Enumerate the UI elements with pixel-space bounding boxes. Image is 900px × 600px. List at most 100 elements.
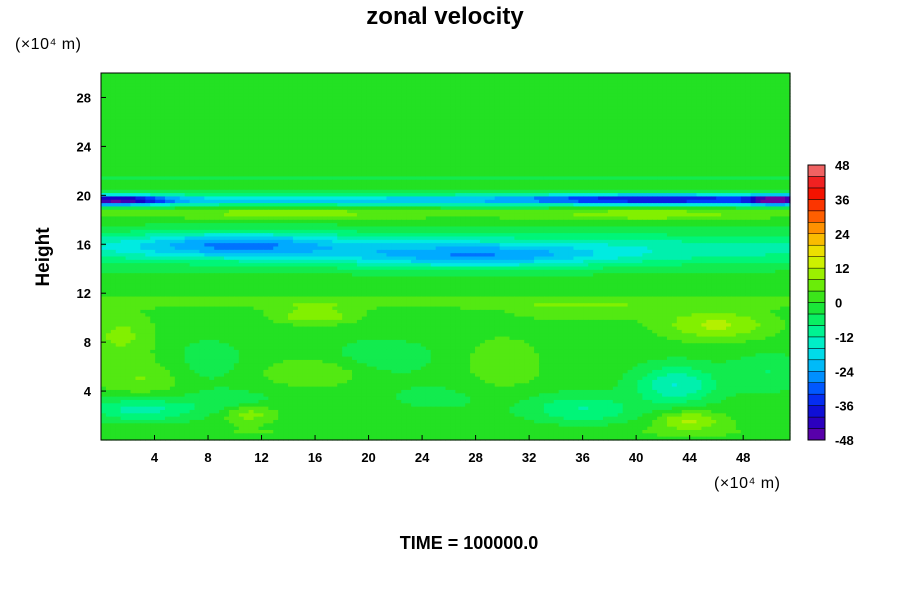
heatmap-cell: [317, 136, 324, 141]
heatmap-cell: [258, 189, 265, 194]
heatmap-cell: [115, 169, 122, 174]
heatmap-cell: [539, 166, 545, 171]
heatmap-cell: [785, 166, 791, 171]
heatmap-cell: [184, 139, 191, 144]
heatmap-cell: [430, 99, 437, 104]
heatmap-cell: [214, 163, 220, 168]
heatmap-cell: [617, 146, 624, 151]
heatmap-cell: [347, 99, 353, 104]
heatmap-cell: [666, 116, 673, 121]
heatmap-cell: [711, 96, 717, 101]
heatmap-cell: [258, 149, 265, 154]
heatmap-cell: [366, 176, 373, 181]
heatmap-cell: [273, 96, 279, 101]
heatmap-cell: [750, 109, 757, 114]
heatmap-cell: [602, 136, 609, 141]
heatmap-cell: [494, 103, 501, 107]
heatmap-cell: [214, 153, 220, 158]
heatmap-cell: [750, 73, 757, 77]
heatmap-cell: [115, 89, 122, 94]
heatmap-cell: [553, 169, 560, 174]
heatmap-cell: [573, 159, 579, 164]
heatmap-cell: [125, 119, 132, 124]
heatmap-cell: [553, 183, 560, 188]
heatmap-cell: [534, 133, 540, 137]
heatmap-cell: [716, 93, 722, 97]
heatmap-cell: [455, 143, 461, 147]
heatmap-cell: [169, 79, 176, 84]
heatmap-cell: [238, 119, 245, 124]
heatmap-cell: [228, 113, 235, 117]
heatmap-cell: [361, 186, 368, 191]
heatmap-cell: [356, 183, 363, 188]
heatmap-cell: [401, 143, 407, 147]
heatmap-cell: [504, 116, 511, 121]
heatmap-cell: [189, 123, 196, 127]
heatmap-cell: [543, 156, 550, 161]
heatmap-cell: [248, 96, 255, 101]
heatmap-cell: [583, 143, 589, 147]
heatmap-cell: [450, 123, 456, 127]
heatmap-cell: [278, 123, 284, 127]
heatmap-cell: [735, 99, 742, 104]
heatmap-cell: [716, 179, 722, 184]
heatmap-cell: [622, 179, 629, 184]
heatmap-cell: [347, 96, 353, 101]
heatmap-cell: [302, 96, 309, 101]
heatmap-cell: [297, 96, 304, 101]
heatmap-cell: [519, 159, 525, 164]
heatmap-cell: [539, 179, 545, 184]
heatmap-cell: [711, 156, 717, 161]
heatmap-cell: [499, 79, 506, 84]
heatmap-cell: [140, 123, 146, 127]
heatmap-cell: [224, 173, 230, 178]
heatmap-cell: [657, 73, 663, 77]
heatmap-cell: [238, 103, 245, 107]
heatmap-cell: [647, 116, 653, 121]
heatmap-cell: [647, 173, 653, 178]
heatmap-cell: [194, 189, 201, 194]
heatmap-cell: [588, 76, 594, 81]
heatmap-cell: [435, 106, 442, 111]
heatmap-cell: [110, 99, 117, 104]
heatmap-cell: [647, 83, 653, 87]
heatmap-cell: [219, 76, 225, 81]
heatmap-cell: [160, 156, 166, 161]
heatmap-cell: [322, 163, 328, 168]
heatmap-cell: [583, 99, 589, 104]
heatmap-cell: [411, 129, 417, 134]
heatmap-cell: [593, 79, 599, 84]
heatmap-cell: [297, 126, 304, 131]
heatmap-cell: [283, 89, 289, 94]
heatmap-cell: [671, 113, 678, 117]
heatmap-cell: [283, 176, 289, 181]
heatmap-cell: [179, 73, 186, 77]
heatmap-cell: [125, 136, 132, 141]
heatmap-cell: [140, 99, 146, 104]
heatmap-cell: [307, 183, 314, 188]
heatmap-cell: [701, 73, 707, 77]
heatmap-cell: [445, 83, 452, 87]
heatmap-cell: [140, 166, 146, 171]
heatmap-cell: [696, 139, 703, 144]
heatmap-cell: [676, 116, 683, 121]
heatmap-cell: [415, 159, 422, 164]
heatmap-cell: [435, 183, 442, 188]
heatmap-cell: [401, 76, 407, 81]
heatmap-cell: [666, 156, 673, 161]
heatmap-cell: [356, 119, 363, 124]
heatmap-cell: [278, 166, 284, 171]
heatmap-cell: [327, 119, 333, 124]
heatmap-cell: [657, 186, 663, 191]
heatmap-cell: [745, 129, 752, 134]
heatmap-cell: [484, 106, 491, 111]
heatmap-cell: [755, 183, 762, 188]
heatmap-cell: [401, 139, 407, 144]
heatmap-cell: [145, 76, 151, 81]
heatmap-cell: [228, 106, 235, 111]
heatmap-cell: [415, 86, 422, 91]
heatmap-cell: [775, 173, 781, 178]
heatmap-cell: [622, 176, 629, 181]
heatmap-cell: [676, 166, 683, 171]
heatmap-cell: [268, 79, 274, 84]
